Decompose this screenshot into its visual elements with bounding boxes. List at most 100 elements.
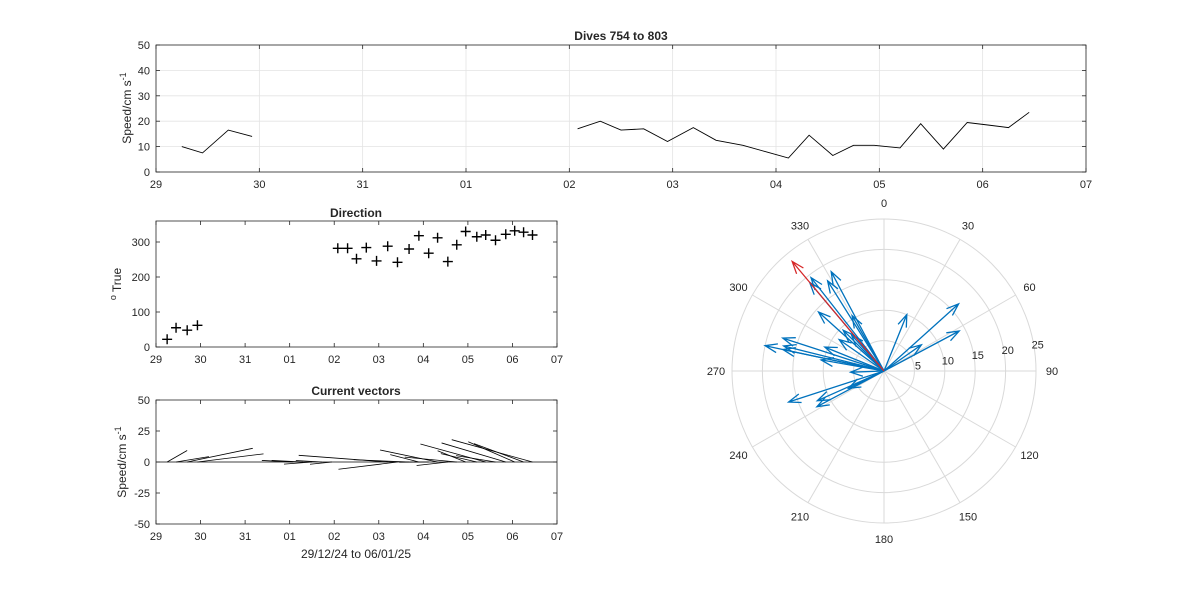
compass-angle-label: 240	[729, 450, 747, 462]
compass-arrow	[846, 370, 885, 390]
direction-y-label: o True	[108, 268, 124, 301]
vector-stick	[456, 455, 496, 463]
compass-angle-label: 300	[729, 282, 747, 294]
vectors-x-tick-label: 01	[284, 531, 296, 543]
compass-angle-label: 270	[707, 366, 725, 378]
speed-y-tick-label: 40	[138, 65, 150, 77]
direction-axes-box	[155, 220, 558, 348]
direction-point	[423, 248, 434, 259]
compass-arrow	[786, 370, 885, 404]
speed-y-tick-label: 30	[138, 91, 150, 103]
compass-arrow	[826, 279, 885, 372]
compass-arrow	[837, 338, 885, 372]
speed-line-segment-0	[181, 129, 253, 154]
vectors-y-ticks: -50 -25 0 25 50	[134, 395, 557, 531]
vectors-y-tick-label: -50	[134, 519, 150, 531]
speed-y-tick-label: 10	[138, 142, 150, 154]
vector-stick	[309, 461, 333, 465]
speed-x-tick-label: 30	[253, 179, 265, 191]
vectors-x-tick-label: 05	[462, 531, 474, 543]
direction-x-tick-label: 01	[284, 354, 296, 366]
direction-point	[404, 244, 415, 254]
compass-arrows	[763, 260, 961, 408]
speed-x-tick-label: 07	[1080, 179, 1092, 191]
speed-plot-area	[156, 45, 1086, 172]
vector-stick	[295, 460, 322, 463]
vector-stick	[187, 447, 253, 463]
direction-x-tick-label: 05	[462, 354, 474, 366]
vector-stick	[353, 459, 410, 463]
vectors-y-tick-label: 25	[138, 426, 150, 438]
direction-point	[490, 235, 501, 246]
direction-chart: 29 30 31 01 02 03 04 05 06 07 0 100 200 300 Directio…	[108, 206, 563, 366]
vector-stick	[338, 461, 398, 470]
compass-chart: 0 30 60 90 120 150 180 210 240 270 300 330 5 10 15 20 25	[707, 198, 1058, 546]
compass-radius-label: 25	[1032, 340, 1044, 352]
direction-point	[442, 256, 453, 267]
vectors-y-tick-label: -25	[134, 488, 150, 500]
compass-radius-label: 15	[972, 350, 984, 362]
direction-x-tick-label: 29	[150, 354, 162, 366]
compass-arrow	[817, 310, 885, 372]
direction-point	[432, 232, 443, 243]
compass-angle-label: 30	[962, 221, 974, 233]
compass-radius-label: 5	[915, 361, 921, 373]
compass-angle-label: 0	[881, 198, 887, 210]
speed-y-tick-label: 50	[138, 40, 150, 52]
direction-y-ticks: 0 100 200 300	[132, 237, 557, 354]
vector-stick	[283, 461, 312, 465]
speed-y-tick-label: 0	[144, 167, 150, 179]
compass-arrow	[841, 328, 885, 372]
direction-point	[413, 230, 424, 241]
speed-axes-box	[155, 44, 1087, 173]
vector-stick	[175, 456, 209, 463]
speed-series	[181, 111, 1030, 159]
compass-angle-label: 210	[791, 511, 809, 523]
compass-arrow	[819, 357, 885, 372]
vectors-x-tick-label: 04	[417, 531, 429, 543]
speed-y-tick-label: 20	[138, 116, 150, 128]
speed-chart: 29 30 31 01 02 03 04 05 06 07 0 10 20 30 40 50 Dives 7…	[118, 29, 1092, 191]
direction-x-tick-label: 07	[551, 354, 563, 366]
vector-stick	[390, 454, 419, 463]
vectors-y-label: Speed/cm s-1	[113, 426, 129, 497]
direction-y-tick-label: 0	[144, 342, 150, 354]
vectors-x-tick-label: 06	[506, 531, 518, 543]
speed-x-tick-label: 29	[150, 179, 162, 191]
vectors-y-tick-label: 0	[144, 457, 150, 469]
vectors-x-tick-label: 03	[373, 531, 385, 543]
direction-title: Direction	[330, 206, 382, 220]
compass-arrow	[883, 343, 923, 372]
vectors-y-label-text: Speed/cm s	[115, 434, 129, 497]
speed-line-segment-1	[577, 111, 1030, 159]
compass-radius-label: 20	[1002, 345, 1014, 357]
compass-labels: 0 30 60 90 120 150 180 210 240 270 300 330 5 10 15 20 25	[707, 198, 1058, 546]
direction-point	[332, 243, 343, 254]
direction-point	[382, 241, 393, 252]
direction-x-ticks: 29 30 31 01 02 03 04 05 06 07	[150, 221, 563, 366]
speed-x-tick-label: 04	[770, 179, 782, 191]
direction-x-tick-label: 31	[239, 354, 251, 366]
speed-x-ticks: 29 30 31 01 02 03 04 05 06 07	[150, 45, 1092, 191]
vectors-x-tick-label: 07	[551, 531, 563, 543]
speed-y-label: Speed/cm s-1	[118, 72, 134, 143]
direction-point	[509, 225, 520, 236]
speed-title: Dives 754 to 803	[574, 29, 668, 43]
direction-y-tick-label: 100	[132, 307, 150, 319]
compass-arrow	[883, 302, 961, 372]
vectors-x-ticks: 29 30 31 01 02 03 04 05 06 07	[150, 400, 563, 543]
direction-x-tick-label: 02	[328, 354, 340, 366]
compass-angle-label: 90	[1046, 366, 1058, 378]
vectors-x-tick-label: 31	[239, 531, 251, 543]
vectors-y-tick-label: 50	[138, 395, 150, 407]
direction-point	[527, 230, 538, 240]
vector-stick	[166, 450, 188, 463]
compass-angle-label: 60	[1023, 282, 1035, 294]
compass-arrow	[848, 366, 885, 377]
direction-y-label-prefix: o	[108, 295, 118, 300]
direction-point	[192, 320, 203, 331]
compass-arrow	[763, 343, 885, 372]
vector-stick	[261, 460, 294, 463]
compass-arrow	[809, 276, 885, 372]
vector-stick	[379, 449, 438, 463]
